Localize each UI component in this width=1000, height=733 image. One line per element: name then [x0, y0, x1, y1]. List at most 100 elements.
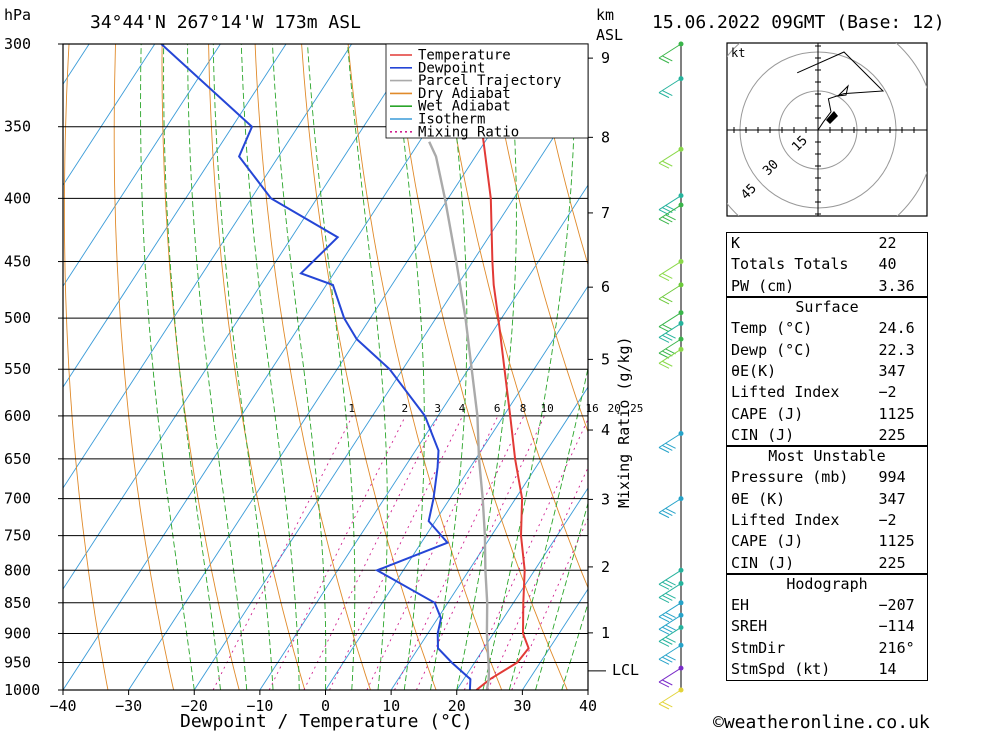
- index-label: θE(K): [731, 361, 777, 380]
- isotherm-line: [63, 44, 287, 388]
- chart-grid: [63, 44, 588, 690]
- mixing-ratio-label: 25: [630, 402, 643, 415]
- index-label: Dewp (°C): [731, 340, 813, 359]
- height-tick-label: 5: [601, 350, 610, 368]
- isotherm-line: [63, 44, 156, 187]
- wind-barb-feather: [662, 360, 673, 367]
- index-value: 40: [878, 255, 897, 274]
- wind-barb-feather: [662, 55, 673, 62]
- hodograph-trace: [796, 51, 885, 131]
- wind-barb-feather: [658, 641, 670, 647]
- index-label: CIN (J): [731, 553, 795, 572]
- wind-barb-feather: [665, 332, 676, 339]
- height-tick-label: 1: [601, 624, 610, 642]
- wind-barb-feather: [658, 597, 670, 603]
- wet-adiabat-line: [561, 601, 588, 690]
- wind-barb-feather: [658, 218, 670, 225]
- dry-adiabat-line: [63, 44, 109, 690]
- hodograph-arrow: [836, 84, 849, 97]
- wind-barb-feather: [658, 616, 670, 623]
- wind-barb-feather: [658, 162, 670, 169]
- legend-label: Wet Adiabat: [418, 99, 511, 115]
- wind-barb-feather: [665, 507, 676, 514]
- wet-adiabat-line: [430, 44, 468, 690]
- index-value: 22.3: [878, 340, 915, 359]
- wind-barb-feather: [662, 656, 673, 663]
- wind-barb-feather: [662, 638, 673, 645]
- height-tick-label: 2: [601, 558, 610, 576]
- index-value: −114: [878, 617, 915, 636]
- wind-barb: [658, 284, 682, 300]
- chart-axes: 1 2 3 4 6 8 10 16 20 2530035040045050055060065070…: [4, 35, 643, 715]
- wind-barb-feather: [658, 352, 670, 359]
- wet-adiabat-line: [393, 44, 425, 690]
- dry-adiabat-line: [347, 44, 503, 690]
- wet-adiabat-line: [140, 44, 195, 690]
- wind-barb-feather: [665, 654, 676, 661]
- wind-barb-feather: [665, 592, 676, 599]
- wind-barb: [658, 261, 682, 276]
- height-tick-label: 9: [601, 49, 610, 67]
- index-value: 24.6: [878, 319, 915, 338]
- copyright-text: ©weatheronline.co.uk: [713, 712, 930, 733]
- wind-barb-feather: [665, 636, 676, 643]
- index-value: 225: [878, 553, 906, 572]
- section-title: Surface: [795, 298, 859, 317]
- asl-label: ASL: [596, 26, 623, 44]
- index-label: CIN (J): [731, 425, 795, 444]
- wet-adiabat-line: [347, 44, 388, 690]
- index-label: K: [731, 234, 741, 253]
- mixing-ratio-label: 3: [434, 402, 441, 415]
- height-tick-label: 8: [601, 128, 610, 146]
- wind-barb-feather: [665, 612, 676, 619]
- legend-label: Mixing Ratio: [418, 124, 519, 140]
- wind-barb-feather: [662, 594, 673, 601]
- legend-label: Isotherm: [418, 112, 485, 128]
- indices-group-hodograph: Hodograph EH −207 SREH −114 StmDir 216° Stm…: [726, 572, 928, 682]
- dry-adiabat-line: [254, 44, 371, 690]
- wind-barb-feather: [658, 658, 670, 665]
- dry-adiabat-line: [394, 44, 568, 690]
- pressure-tick-label: 450: [4, 253, 31, 271]
- wind-barb-feather: [658, 583, 670, 590]
- km-label: km: [596, 6, 614, 24]
- index-label: PW (cm): [731, 276, 795, 295]
- series-line-dewpoint: [160, 44, 472, 690]
- index-value: −2: [878, 383, 897, 402]
- indices-group-most-unstable: Most Unstable Pressure (mb) 994 θE (K) 347…: [726, 444, 928, 575]
- wind-barb-feather: [658, 681, 670, 688]
- wind-barb-feather: [662, 273, 673, 279]
- index-value: 225: [878, 425, 906, 444]
- isotherm-line: [325, 285, 588, 690]
- pressure-tick-label: 700: [4, 490, 31, 508]
- wet-adiabat-line: [163, 44, 221, 690]
- wet-adiabat-line: [272, 44, 327, 690]
- pressure-tick-label: 1000: [4, 681, 40, 699]
- mixing-ratio-label: 2: [402, 402, 409, 415]
- pressure-tick-label: 800: [4, 561, 31, 579]
- x-tick-label: 30: [513, 697, 531, 715]
- section-title: Most Unstable: [768, 447, 886, 466]
- index-label: Lifted Index: [731, 383, 840, 402]
- wind-barb-feather: [662, 296, 673, 303]
- height-tick-label: 6: [601, 278, 610, 296]
- wet-adiabat-line: [482, 44, 576, 690]
- index-label: CAPE (J): [731, 404, 804, 423]
- mixing-ratio-line: [394, 415, 525, 690]
- wind-barb-feather: [658, 298, 670, 305]
- x-tick-label: −10: [246, 697, 273, 715]
- pressure-tick-label: 350: [4, 118, 31, 136]
- wind-barb-feather: [662, 160, 673, 167]
- mixing-ratio-line: [268, 415, 406, 690]
- pressure-tick-label: 900: [4, 624, 31, 642]
- wet-adiabat-line: [240, 44, 300, 690]
- height-tick-label: 4: [601, 421, 610, 439]
- wind-barbs: [658, 41, 684, 710]
- height-tick-label: 3: [601, 490, 610, 508]
- mixing-ratio-line: [212, 415, 353, 690]
- wind-barb-feather: [662, 334, 673, 341]
- series-line-parcel-trajectory: [428, 141, 491, 690]
- pressure-tick-label: 950: [4, 653, 31, 671]
